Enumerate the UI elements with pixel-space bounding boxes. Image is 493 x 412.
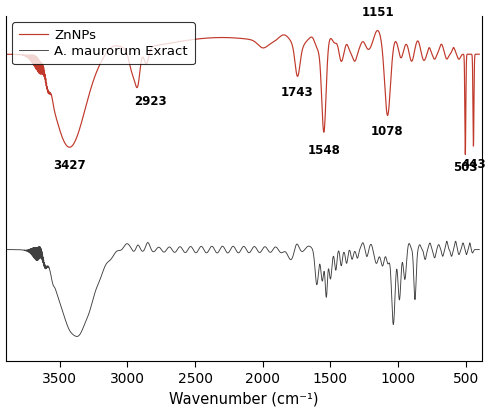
ZnNPs bbox=[462, 152, 468, 157]
ZnNPs bbox=[456, 57, 462, 62]
A. maurorum Exract bbox=[359, 241, 365, 246]
A. maurorum Exract bbox=[476, 247, 482, 252]
ZnNPs bbox=[220, 35, 226, 40]
X-axis label: Wavenumber (cm⁻¹): Wavenumber (cm⁻¹) bbox=[169, 391, 318, 407]
A. maurorum Exract bbox=[74, 334, 80, 339]
Text: 3427: 3427 bbox=[53, 159, 86, 172]
Text: 443: 443 bbox=[461, 158, 486, 171]
A. maurorum Exract bbox=[220, 244, 226, 249]
ZnNPs bbox=[155, 43, 161, 48]
Line: A. maurorum Exract: A. maurorum Exract bbox=[0, 241, 479, 337]
A. maurorum Exract bbox=[450, 249, 456, 254]
Line: ZnNPs: ZnNPs bbox=[0, 30, 479, 154]
A. maurorum Exract bbox=[345, 252, 351, 257]
ZnNPs bbox=[476, 52, 482, 57]
Text: 1743: 1743 bbox=[281, 87, 314, 99]
ZnNPs bbox=[450, 46, 456, 51]
ZnNPs bbox=[375, 28, 381, 33]
A. maurorum Exract bbox=[456, 252, 462, 257]
A. maurorum Exract bbox=[444, 239, 450, 243]
A. maurorum Exract bbox=[155, 245, 161, 250]
Text: 1548: 1548 bbox=[308, 144, 340, 157]
Text: 1151: 1151 bbox=[361, 6, 394, 19]
Legend: ZnNPs, A. maurorum Exract: ZnNPs, A. maurorum Exract bbox=[12, 22, 195, 64]
ZnNPs bbox=[345, 44, 351, 49]
Text: 2923: 2923 bbox=[134, 94, 167, 108]
Text: 1078: 1078 bbox=[371, 125, 404, 138]
ZnNPs bbox=[359, 40, 365, 45]
Text: 503: 503 bbox=[453, 161, 478, 174]
